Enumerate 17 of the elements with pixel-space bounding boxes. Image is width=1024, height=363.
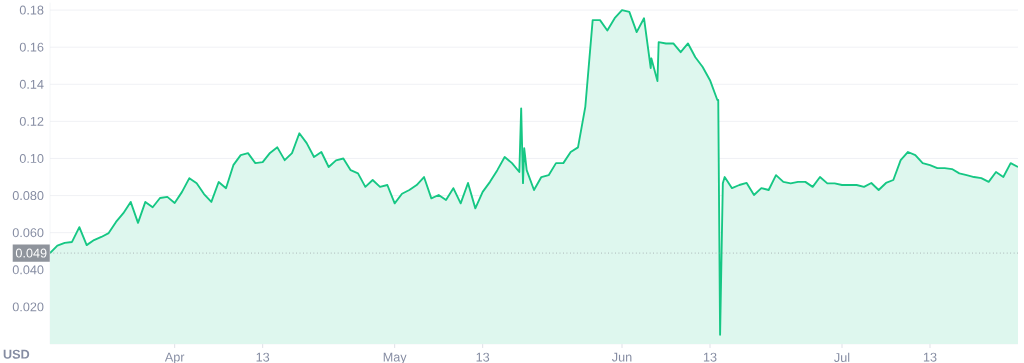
x-tick-label: 13 (256, 352, 270, 362)
y-tick-label: 0.080 (12, 191, 44, 201)
x-tick-label: Jul (834, 352, 850, 362)
y-tick-label: 0.020 (12, 302, 44, 312)
y-axis-title: USD (3, 349, 30, 359)
x-tick-label: 13 (923, 352, 937, 362)
ref-line-label: 0.049 (15, 248, 47, 258)
x-tick-label: 13 (476, 352, 490, 362)
y-tick-label: 0.14 (19, 79, 44, 89)
y-tick-label: 0.040 (12, 265, 44, 275)
y-tick-label: 0.16 (19, 42, 44, 52)
y-tick-label: 0.060 (12, 228, 44, 238)
x-tick-label: 13 (703, 352, 717, 362)
x-tick-label: Jun (611, 352, 632, 362)
y-tick-label: 0.18 (19, 5, 44, 15)
y-tick-label: 0.10 (19, 154, 44, 163)
y-tick-label: 0.12 (19, 116, 44, 126)
